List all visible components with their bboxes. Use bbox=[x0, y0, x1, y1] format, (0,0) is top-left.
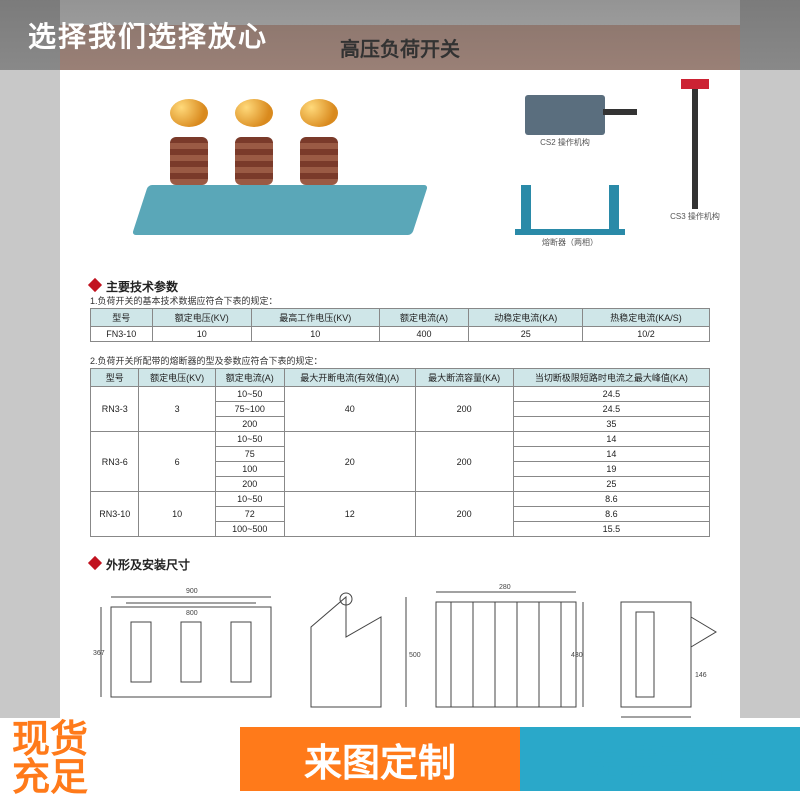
t1-h5: 热稳定电流(KA/S) bbox=[583, 309, 710, 327]
footer-stock: 现货充足 bbox=[0, 721, 240, 797]
svg-text:800: 800 bbox=[186, 610, 198, 617]
diamond-icon bbox=[88, 278, 102, 292]
product-cs2: CS2 操作机构 bbox=[510, 95, 620, 148]
t1-h2: 最高工作电压(KV) bbox=[251, 309, 379, 327]
footer-pill-sample: 免费寄样 bbox=[520, 727, 800, 791]
svg-text:900: 900 bbox=[186, 588, 198, 595]
drawing-side2: 200 146 bbox=[590, 576, 730, 726]
section-heading-params: 主要技术参数 bbox=[90, 278, 178, 295]
cs3-label: CS3 操作机构 bbox=[650, 211, 740, 222]
t1-h0: 型号 bbox=[91, 309, 153, 327]
svg-text:430: 430 bbox=[571, 652, 583, 659]
product-cs3: CS3 操作机构 bbox=[650, 85, 740, 222]
drawing-side: 500 bbox=[290, 576, 420, 726]
svg-text:367: 367 bbox=[93, 650, 105, 657]
footer-bar: 现货充足 来图定制 免费寄样 bbox=[0, 718, 800, 800]
spec-table-1: 型号 额定电压(KV) 最高工作电压(KV) 额定电流(A) 动稳定电流(KA)… bbox=[90, 308, 710, 342]
diamond-icon bbox=[88, 556, 102, 570]
t1-h4: 动稳定电流(KA) bbox=[469, 309, 583, 327]
note-2: 2.负荷开关所配带的熔断器的型及参数应符合下表的规定： bbox=[90, 354, 323, 367]
t1-h3: 额定电流(A) bbox=[379, 309, 469, 327]
catalog-page: 高压负荷开关 CS2 操作机构 CS3 操作机构 熔断器（两相） 主要技术参数 … bbox=[60, 0, 740, 800]
spec-table-2: 型号 额定电压(KV) 额定电流(A) 最大开断电流(有效值)(A) 最大断流容… bbox=[90, 368, 710, 537]
product-fuse: 熔断器（两相） bbox=[500, 185, 640, 248]
overlay-slogan: 选择我们选择放心 bbox=[28, 15, 268, 55]
svg-text:146: 146 bbox=[695, 672, 707, 679]
section-heading-dimensions: 外形及安装尺寸 bbox=[90, 556, 190, 573]
footer-pill-custom: 来图定制 bbox=[240, 727, 520, 791]
drawing-front: 280 430 bbox=[420, 576, 590, 726]
cs2-label: CS2 操作机构 bbox=[510, 137, 620, 148]
drawing-top: 900 800 367 bbox=[90, 576, 290, 726]
note-1: 1.负荷开关的基本技术数据应符合下表的规定： bbox=[90, 294, 278, 307]
product-images: CS2 操作机构 CS3 操作机构 熔断器（两相） bbox=[80, 85, 720, 265]
overlay-slogan-bar: 选择我们选择放心 bbox=[0, 0, 800, 70]
fuse-label: 熔断器（两相） bbox=[500, 237, 640, 248]
product-main-switch bbox=[140, 95, 450, 255]
t1-h1: 额定电压(KV) bbox=[152, 309, 251, 327]
svg-text:280: 280 bbox=[499, 584, 511, 591]
